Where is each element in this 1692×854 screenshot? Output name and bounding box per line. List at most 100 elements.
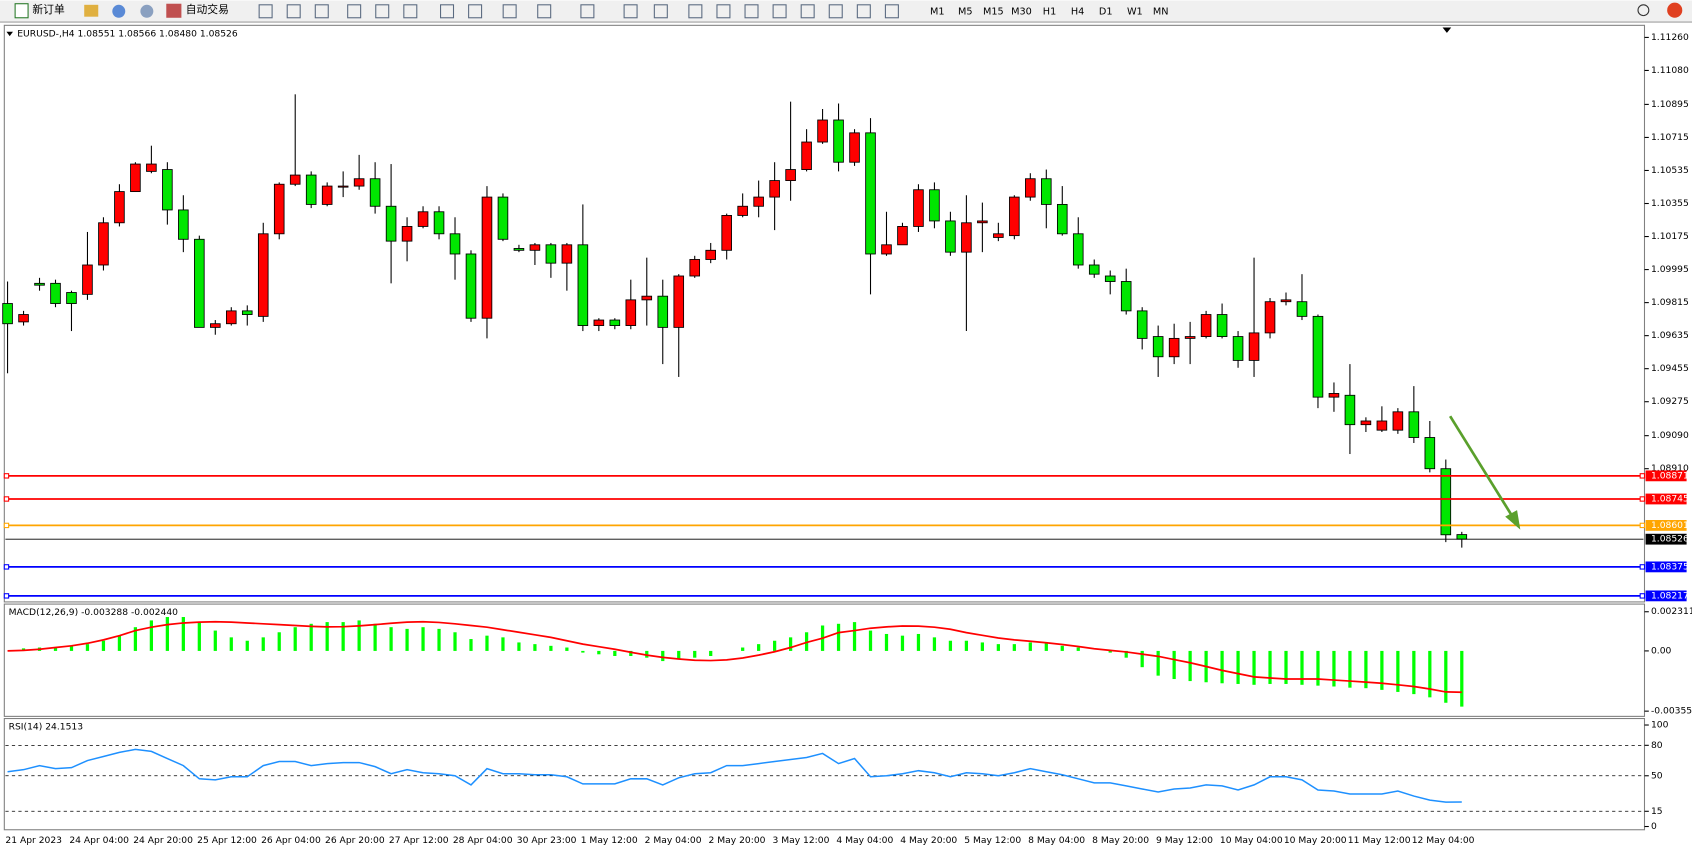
candle-body — [1328, 393, 1340, 398]
x-tick-label: 25 Apr 12:00 — [197, 835, 257, 846]
candle-body — [146, 163, 157, 172]
tool-icon[interactable] — [537, 4, 552, 19]
timeframe-button[interactable]: MN — [1153, 6, 1169, 17]
timeframe-button[interactable]: M30 — [1011, 6, 1032, 17]
new-order[interactable]: 新订单 — [32, 3, 65, 16]
y-tick-label: 1.11260 — [1651, 32, 1689, 43]
dropdown-icon[interactable] — [6, 31, 13, 37]
candle-body — [18, 314, 29, 323]
tool-icon[interactable] — [744, 4, 759, 19]
auto-trading[interactable]: 自动交易 — [186, 3, 229, 16]
price-label: 1.08871 — [1651, 470, 1689, 481]
tool-icon[interactable] — [375, 4, 390, 19]
tool-icon[interactable] — [403, 4, 418, 19]
timeframe-button[interactable]: M1 — [930, 6, 945, 17]
candle-body — [50, 282, 61, 304]
auto-trading-icon[interactable] — [166, 3, 182, 18]
tool-icon[interactable] — [688, 4, 703, 19]
line-handle — [1639, 593, 1646, 599]
candle-body — [401, 226, 413, 242]
tool-icon[interactable] — [828, 4, 843, 19]
timeframe-button[interactable]: W1 — [1127, 6, 1143, 17]
candle-body — [2, 303, 13, 325]
signal-line — [7, 620, 1462, 694]
histogram-bar — [1332, 650, 1336, 687]
y-tick-label: 15 — [1651, 806, 1663, 817]
candle-body — [178, 209, 189, 240]
candle-body — [82, 264, 93, 295]
histogram-bar — [261, 637, 265, 651]
line-handle — [3, 473, 10, 479]
candle-body — [817, 119, 828, 143]
trend-arrow — [1448, 415, 1521, 530]
candle-body — [625, 299, 637, 326]
y-tick-label: 0.002311 — [1651, 606, 1692, 617]
notification-icon[interactable] — [1667, 2, 1683, 18]
x-tick-label: 8 May 20:00 — [1092, 835, 1149, 846]
icon[interactable] — [84, 4, 99, 17]
timeframe-button[interactable]: H1 — [1043, 6, 1056, 17]
candle-body — [881, 244, 892, 255]
tool-icon[interactable] — [772, 4, 787, 19]
timeframe-button[interactable]: M15 — [983, 6, 1004, 17]
tool-icon[interactable] — [314, 4, 329, 19]
x-tick-label: 12 May 04:00 — [1412, 835, 1475, 846]
tool-icon[interactable] — [440, 4, 455, 19]
histogram-bar — [165, 617, 169, 651]
plot: 1.11260 1.11080 1.10895 1.10715 1.10535 1.103… — [2, 32, 1692, 846]
histogram-bar — [229, 637, 233, 651]
timeframe-button[interactable]: M5 — [958, 6, 973, 17]
candle-body — [1280, 299, 1292, 303]
histogram-bar — [325, 622, 329, 651]
tool-icon[interactable] — [258, 4, 273, 19]
tool-icon[interactable] — [580, 4, 595, 19]
timeframes: M1 M5 M15 M30 H1 H4 D1 W1 MN — [930, 6, 1169, 17]
tool-icon[interactable] — [468, 4, 483, 19]
histogram-bar — [980, 642, 984, 651]
tool-icon[interactable] — [653, 4, 668, 19]
candle-body — [289, 174, 301, 185]
icon[interactable] — [112, 4, 126, 18]
tool-icon[interactable] — [884, 4, 899, 19]
histogram-bar — [1124, 650, 1128, 658]
candle-body — [753, 196, 764, 207]
candle-body — [785, 169, 796, 181]
candle-body — [865, 132, 876, 255]
histogram-bar — [277, 632, 281, 651]
histogram-bar — [549, 645, 553, 651]
candle-body — [1104, 275, 1116, 282]
timeframe-button[interactable]: H4 — [1071, 6, 1084, 17]
histogram-bar — [1300, 650, 1304, 685]
tool-icon[interactable] — [502, 4, 517, 19]
tool-icon[interactable] — [800, 4, 815, 19]
x-tick-label: 21 Apr 2023 — [5, 835, 62, 846]
histogram-bar — [677, 650, 681, 660]
tool-icon[interactable] — [347, 4, 362, 19]
timeframe-button[interactable]: D1 — [1099, 6, 1113, 17]
new-order-icon[interactable] — [14, 3, 29, 19]
tool-icon[interactable] — [856, 4, 871, 19]
y-tick-label: 1.09090 — [1651, 430, 1689, 441]
histogram-bar — [1060, 645, 1064, 651]
candle-body — [609, 319, 621, 326]
histogram-bar — [693, 650, 697, 658]
arrow-head — [1505, 510, 1521, 530]
arrow-line — [1448, 415, 1515, 520]
icon[interactable] — [140, 4, 154, 18]
candle-body — [225, 310, 237, 325]
histogram-bar — [852, 622, 857, 651]
candle-body — [1232, 336, 1244, 361]
tool-icon[interactable] — [716, 4, 731, 19]
histogram-bar — [1028, 642, 1032, 651]
candle-body — [337, 185, 349, 188]
x-tick-label: 10 May 20:00 — [1284, 835, 1347, 846]
histogram-bar — [53, 647, 58, 651]
tool-icon[interactable] — [286, 4, 301, 19]
histogram-bar — [117, 635, 122, 651]
histogram-bar — [613, 650, 617, 656]
tool-icon[interactable] — [623, 4, 638, 19]
rsi-line — [7, 748, 1462, 803]
histogram-bar — [309, 623, 313, 651]
search-icon[interactable] — [1637, 4, 1650, 17]
